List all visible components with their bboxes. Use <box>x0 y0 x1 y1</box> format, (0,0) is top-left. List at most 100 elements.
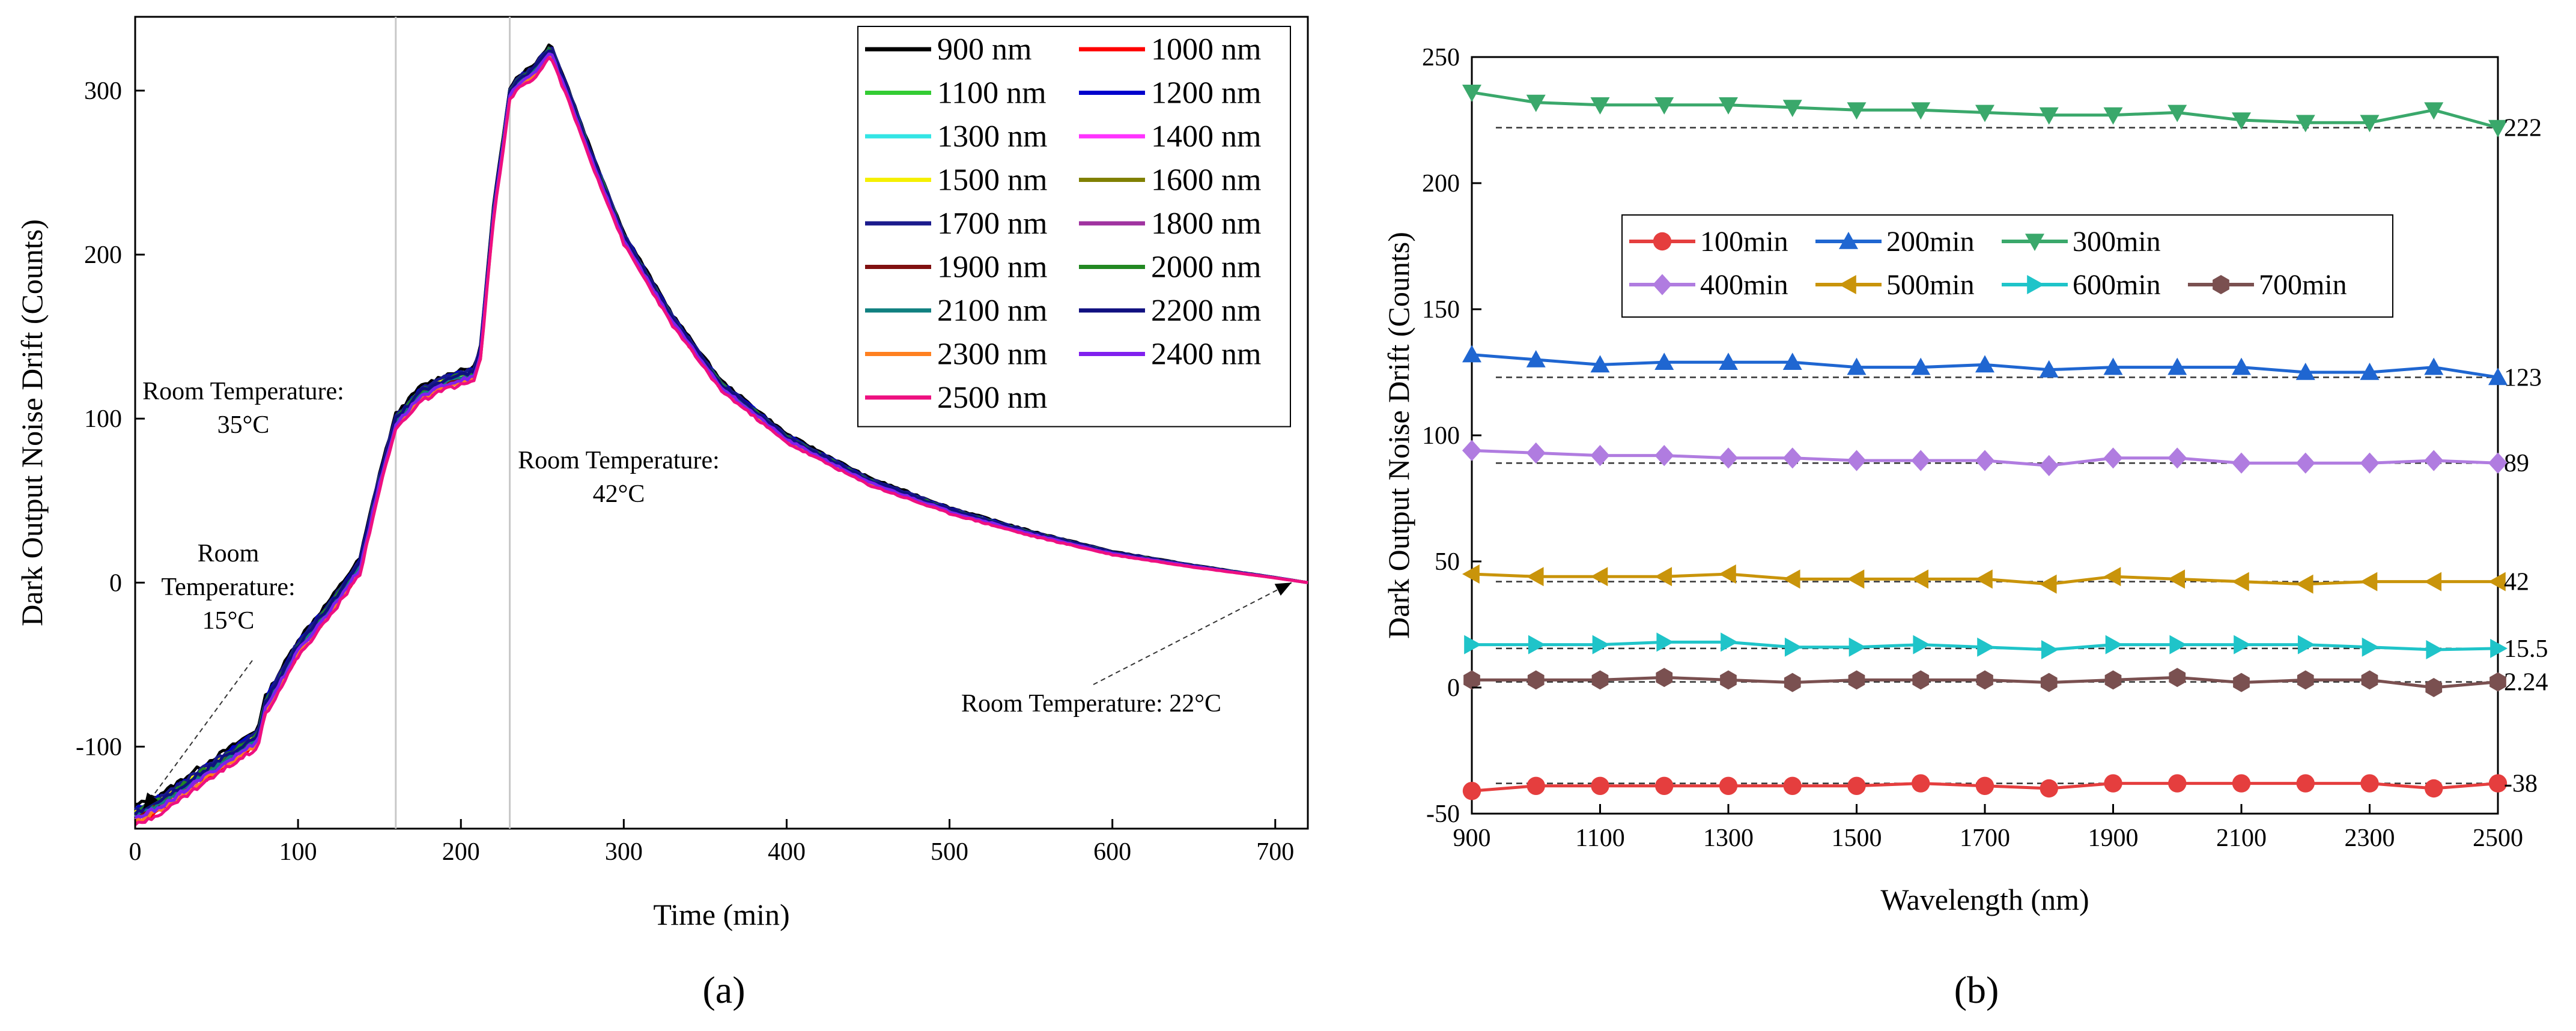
panel-b-point-200min <box>2039 360 2059 378</box>
panel-b-legend-label: 700min <box>2259 269 2347 301</box>
panel-b-series-500min <box>1462 564 2506 594</box>
panel-b-point-200min <box>1911 357 1931 375</box>
panel-a-legend-label: 1500 nm <box>937 163 1047 198</box>
panel-a-annotation-arrow-2 <box>142 660 253 809</box>
panel-b-point-100min <box>2168 774 2187 793</box>
panel-b-reference-label-400min: 89 <box>2504 450 2529 477</box>
panel-a-annotation-arrowhead-3 <box>1274 582 1292 596</box>
panel-b-point-100min <box>1975 776 1994 796</box>
panel-b-y-tick-label: 250 <box>1422 44 1460 71</box>
panel-b-point-600min <box>1977 637 1994 657</box>
panel-a-y-axis-title: Dark Output Noise Drift (Counts) <box>15 219 49 626</box>
panel-b-point-500min <box>1462 564 1480 584</box>
panel-b-legend: 100min 200min 300min 400min 500min 600min 700m… <box>1621 214 2393 318</box>
panel-b-point-100min <box>2488 774 2508 793</box>
panel-b-point-200min <box>2424 357 2444 375</box>
panel-a-x-tick-label: 700 <box>1256 838 1294 866</box>
panel-b-point-300min <box>1654 97 1674 115</box>
panel-b-point-400min <box>1782 447 1802 469</box>
panel-b-point-400min <box>2488 452 2508 474</box>
panel-b-legend-label: 100min <box>1700 226 1788 258</box>
panel-b-point-700min <box>1848 670 1865 690</box>
panel-b-point-300min <box>2488 119 2508 138</box>
panel-b-point-500min <box>2232 572 2249 591</box>
panel-a-legend-label: 1900 nm <box>937 250 1047 285</box>
panel-b-point-400min <box>2295 452 2315 474</box>
panel-b-reference-label-700min: 2.24 <box>2504 669 2548 697</box>
panel-a-y-tick-label: -100 <box>76 733 122 761</box>
panel-a-y-tick-label: 300 <box>84 77 122 105</box>
caption-b: (b) <box>1954 969 1999 1011</box>
panel-a-x-tick-label: 500 <box>931 838 968 866</box>
panel-b-chart: 900 1100 1300 1500 1700 1900 2100 2300 2500 -50 0… <box>1382 44 2548 916</box>
panel-b-point-300min <box>2039 107 2059 125</box>
panel-b-point-700min <box>1976 670 1993 690</box>
panel-b-y-axis-title: Dark Output Noise Drift (Counts) <box>1382 232 1415 639</box>
panel-a-legend: 900 nm 1000 nm 1100 nm 1200 nm 1300 nm 1400 n… <box>857 26 1291 428</box>
panel-b-x-tick-label: 1700 <box>1960 824 2010 852</box>
panel-b-x-tick-label: 2500 <box>2473 824 2523 852</box>
panel-b-point-200min <box>2167 357 2187 375</box>
panel-b-x-tick-label: 1500 <box>1832 824 1882 852</box>
panel-a-x-tick-label: 200 <box>442 838 480 866</box>
panel-b-x-axis-title: Wavelength (nm) <box>1880 883 2089 916</box>
panel-b-point-700min <box>2489 672 2506 692</box>
panel-b-point-600min <box>1592 635 1610 655</box>
panel-b-point-600min <box>2297 635 2315 655</box>
panel-b-legend-marker <box>1653 232 1672 251</box>
panel-a-annotation-3: Room Temperature: 22°C <box>961 690 1221 718</box>
panel-b-point-500min <box>2167 569 2186 589</box>
panel-b-reference-label-600min: 15.5 <box>2504 635 2548 663</box>
panel-b-point-600min <box>2490 638 2508 658</box>
panel-a-y-tick-label: 200 <box>84 241 122 269</box>
panel-b-point-400min <box>1526 442 1546 464</box>
panel-b-point-400min <box>1847 450 1867 471</box>
panel-b-point-500min <box>2488 572 2506 591</box>
panel-b-point-700min <box>2425 678 2443 697</box>
panel-b-legend-marker <box>1653 274 1672 295</box>
panel-b-point-500min <box>2295 574 2313 594</box>
panel-b-point-500min <box>1719 564 1736 584</box>
panel-b-point-100min <box>1591 776 1609 796</box>
panel-b-point-300min <box>1975 104 1994 122</box>
panel-b-legend-marker <box>2025 234 2044 251</box>
panel-b-point-500min <box>2424 572 2442 591</box>
panel-b-point-200min <box>1975 355 1994 373</box>
panel-b-point-500min <box>2103 567 2121 587</box>
panel-a-annotation-1: Room Temperature: 42°C <box>518 447 720 508</box>
panel-a-legend-label: 2400 nm <box>1151 337 1261 372</box>
panel-b-point-500min <box>2039 574 2057 594</box>
panel-b-legend-label: 300min <box>2073 226 2161 258</box>
panel-a-legend-label: 2300 nm <box>937 337 1047 372</box>
panel-b-series-300min <box>1462 85 2508 138</box>
panel-a-chart: 0 100 200 300 400 500 600 700 -100 0 100 200 300 Ti… <box>15 16 1309 931</box>
panel-b-point-500min <box>1911 569 1929 589</box>
panel-b-point-400min <box>2232 452 2251 474</box>
panel-b-point-400min <box>2360 452 2380 474</box>
panel-b-point-200min <box>1462 345 1481 363</box>
panel-b-point-300min <box>2424 102 2444 120</box>
panel-b-point-400min <box>1719 447 1738 469</box>
panel-a-legend-label: 1200 nm <box>1151 76 1261 110</box>
panel-b-point-700min <box>1463 670 1480 690</box>
panel-a-y-tick-label: 0 <box>109 569 122 597</box>
panel-b-point-400min <box>1975 450 1994 471</box>
panel-b-point-600min <box>1848 637 1867 657</box>
panel-b-point-700min <box>1656 668 1673 688</box>
panel-a-legend-label: 1800 nm <box>1151 207 1261 241</box>
panel-b-point-300min <box>1847 102 1867 120</box>
panel-a-legend-label: 1000 nm <box>1151 32 1261 67</box>
panel-b-point-200min <box>1719 352 1738 370</box>
panel-a-x-tick-label: 300 <box>605 838 643 866</box>
panel-b-legend-label: 600min <box>2073 269 2161 301</box>
panel-a-plot-frame <box>134 16 1309 830</box>
panel-b-point-100min <box>1847 776 1866 796</box>
annotation-line: 15°C <box>202 607 255 635</box>
annotation-line: Room Temperature: <box>142 378 344 405</box>
panel-b-series-600min <box>1464 632 2508 659</box>
panel-b-point-600min <box>2041 640 2059 659</box>
panel-b-legend-marker <box>1839 275 1856 294</box>
panel-b-series-400min <box>1462 440 2508 476</box>
panel-b-point-200min <box>2232 357 2251 375</box>
